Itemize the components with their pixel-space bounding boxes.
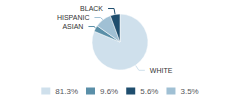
svg-text:9.6%: 9.6% (100, 87, 118, 96)
svg-text:HISPANIC: HISPANIC (57, 14, 90, 21)
svg-text:BLACK: BLACK (80, 5, 103, 12)
svg-text:81.3%: 81.3% (55, 87, 78, 96)
svg-text:3.5%: 3.5% (180, 87, 198, 96)
svg-text:5.6%: 5.6% (140, 87, 158, 96)
svg-text:ASIAN: ASIAN (62, 23, 83, 30)
svg-text:WHITE: WHITE (150, 67, 173, 74)
